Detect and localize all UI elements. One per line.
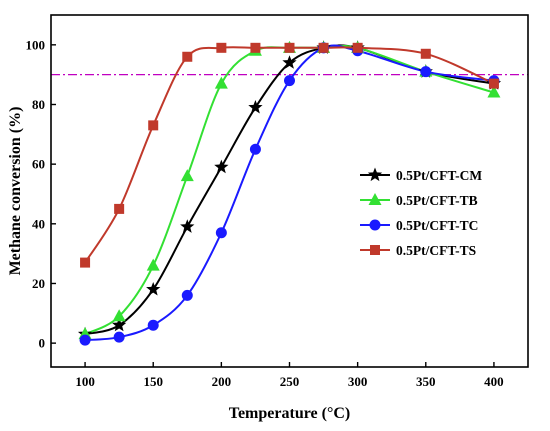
legend-label-1: 0.5Pt/CFT-TB — [396, 193, 478, 208]
series-3-point — [114, 203, 125, 214]
series-2-point — [249, 143, 261, 155]
legend: 0.5Pt/CFT-CM 0.5Pt/CFT-TB 0.5Pt/CFT-TC 0.5P… — [360, 167, 482, 258]
y-tick-label: 100 — [26, 37, 46, 52]
series-3-point — [284, 42, 295, 53]
series-1-point — [487, 85, 501, 98]
series-0-point — [180, 219, 195, 233]
legend-label-2: 0.5Pt/CFT-TC — [396, 218, 478, 233]
x-tick-label: 100 — [75, 374, 95, 389]
series-2-point — [420, 66, 432, 78]
legend-marker-1 — [368, 193, 382, 205]
legend-marker-0 — [367, 167, 383, 182]
series-2-point — [79, 334, 91, 346]
series-1-point — [112, 309, 126, 322]
y-axis-title: Methane conversion (%) — [7, 107, 24, 276]
series-2-point — [215, 227, 227, 239]
x-tick-label: 400 — [484, 374, 504, 389]
x-tick-label: 150 — [143, 374, 163, 389]
y-tick-label: 0 — [39, 336, 46, 351]
y-tick-label: 80 — [32, 97, 45, 112]
series-3-point — [488, 78, 499, 89]
legend-marker-3 — [370, 245, 380, 255]
x-tick-label: 200 — [212, 374, 232, 389]
series-3-point — [148, 120, 159, 131]
series-0-point — [282, 55, 297, 69]
series-2-point — [147, 319, 159, 331]
series-0-point — [146, 281, 161, 296]
y-tick-label: 20 — [32, 276, 45, 291]
plot-frame — [50, 14, 529, 368]
series-line-1 — [84, 45, 495, 336]
x-axis-title: Temperature (°C) — [229, 405, 350, 422]
series-0-point — [248, 99, 263, 114]
series-3-point — [182, 51, 193, 62]
series-3-point — [216, 42, 227, 53]
series-0-point — [214, 159, 229, 174]
series-1-point — [146, 258, 160, 271]
series-line-0 — [84, 44, 495, 336]
axis-ticks: 100 150 200 250 300 350 400 0 20 40 60 80 100 — [26, 37, 504, 389]
y-tick-label: 60 — [32, 157, 45, 172]
series-3-point — [80, 257, 91, 268]
x-tick-label: 300 — [348, 374, 368, 389]
series-2-point — [113, 331, 125, 343]
y-tick-label: 40 — [32, 216, 45, 231]
legend-marker-2 — [369, 219, 381, 231]
series-markers — [77, 40, 502, 346]
series-3-point — [250, 42, 261, 53]
series-2-point — [284, 75, 295, 87]
series-3-point — [352, 42, 363, 53]
legend-label-0: 0.5Pt/CFT-CM — [396, 168, 482, 183]
series-0-point — [112, 317, 127, 332]
series-1-point — [214, 76, 228, 89]
series-3-point — [318, 42, 329, 53]
x-tick-label: 250 — [280, 374, 300, 389]
x-tick-label: 350 — [416, 374, 436, 389]
series-2-point — [181, 289, 193, 301]
series-3-point — [420, 48, 431, 59]
series-1-point — [180, 169, 194, 182]
legend-label-3: 0.5Pt/CFT-TS — [396, 243, 476, 258]
